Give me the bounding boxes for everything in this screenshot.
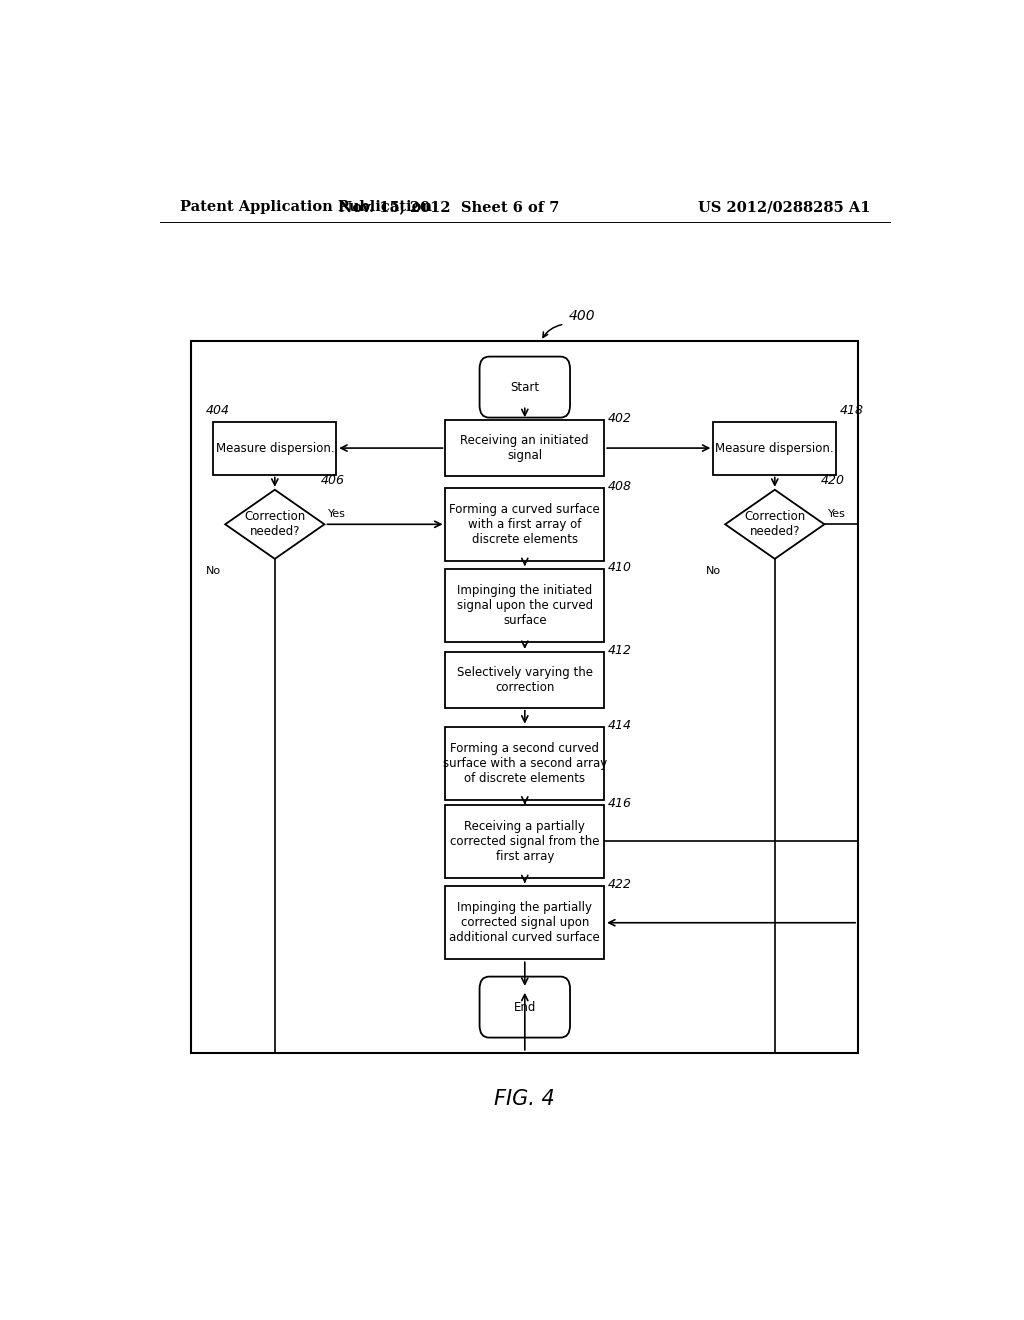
Text: 422: 422 xyxy=(608,878,632,891)
FancyBboxPatch shape xyxy=(445,569,604,643)
Text: Receiving a partially
corrected signal from the
first array: Receiving a partially corrected signal f… xyxy=(451,820,599,863)
Text: Selectively varying the
correction: Selectively varying the correction xyxy=(457,665,593,694)
FancyBboxPatch shape xyxy=(445,652,604,708)
Text: Nov. 15, 2012  Sheet 6 of 7: Nov. 15, 2012 Sheet 6 of 7 xyxy=(339,201,559,214)
Text: Forming a curved surface
with a first array of
discrete elements: Forming a curved surface with a first ar… xyxy=(450,503,600,545)
FancyBboxPatch shape xyxy=(445,420,604,477)
Text: 406: 406 xyxy=(321,474,344,487)
FancyBboxPatch shape xyxy=(479,977,570,1038)
Text: Start: Start xyxy=(510,380,540,393)
Text: 400: 400 xyxy=(568,309,595,323)
FancyBboxPatch shape xyxy=(445,886,604,960)
Text: No: No xyxy=(206,566,221,576)
Text: 404: 404 xyxy=(206,404,229,417)
Text: Yes: Yes xyxy=(828,510,846,519)
Polygon shape xyxy=(225,490,325,558)
FancyBboxPatch shape xyxy=(445,487,604,561)
Text: Measure dispersion.: Measure dispersion. xyxy=(716,442,835,454)
Bar xyxy=(191,342,858,1053)
Text: 416: 416 xyxy=(608,797,632,810)
Text: 412: 412 xyxy=(608,644,632,657)
Text: FIG. 4: FIG. 4 xyxy=(495,1089,555,1109)
Text: 410: 410 xyxy=(608,561,632,574)
Text: End: End xyxy=(514,1001,536,1014)
FancyBboxPatch shape xyxy=(213,421,336,474)
Text: Impinging the initiated
signal upon the curved
surface: Impinging the initiated signal upon the … xyxy=(457,585,593,627)
FancyBboxPatch shape xyxy=(445,726,604,800)
Text: 408: 408 xyxy=(608,479,632,492)
Text: Forming a second curved
surface with a second array
of discrete elements: Forming a second curved surface with a s… xyxy=(442,742,607,784)
Text: 402: 402 xyxy=(608,412,632,425)
FancyBboxPatch shape xyxy=(445,805,604,878)
Polygon shape xyxy=(725,490,824,558)
Text: 420: 420 xyxy=(820,474,845,487)
Text: Yes: Yes xyxy=(329,510,346,519)
Text: Correction
needed?: Correction needed? xyxy=(244,511,305,539)
Text: Measure dispersion.: Measure dispersion. xyxy=(215,442,334,454)
FancyBboxPatch shape xyxy=(479,356,570,417)
Text: Receiving an initiated
signal: Receiving an initiated signal xyxy=(461,434,589,462)
Text: US 2012/0288285 A1: US 2012/0288285 A1 xyxy=(697,201,870,214)
Text: 418: 418 xyxy=(841,404,864,417)
Text: Impinging the partially
corrected signal upon
additional curved surface: Impinging the partially corrected signal… xyxy=(450,902,600,944)
Text: Correction
needed?: Correction needed? xyxy=(744,511,806,539)
Text: No: No xyxy=(707,566,721,576)
FancyBboxPatch shape xyxy=(714,421,837,474)
Text: 414: 414 xyxy=(608,718,632,731)
Text: Patent Application Publication: Patent Application Publication xyxy=(179,201,431,214)
